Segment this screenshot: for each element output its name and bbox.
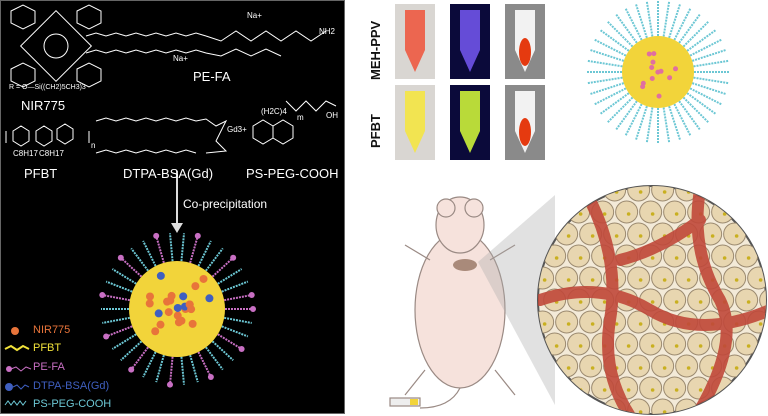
row-label-pfbt: PFBT — [368, 114, 383, 148]
row-label-meh-ppv: MEH-PPV — [368, 21, 383, 80]
left-panel: R = O—Si((CH2)5CH3)3 NIR775 PE-FA PFBT D… — [0, 0, 345, 414]
vial-photos — [395, 4, 545, 160]
nir775-label: NIR775 — [21, 98, 65, 113]
nir775-dot-icon — [11, 327, 19, 335]
amine-group: NH2 — [319, 27, 335, 36]
hydroxyl-group: OH — [326, 111, 338, 120]
legend-ps-peg: PS-PEG-COOH — [33, 398, 111, 410]
gadolinium-ion: Gd3+ — [227, 125, 247, 134]
methylene-group: (H2C)4 — [261, 107, 287, 116]
nanoparticle-3d — [586, 0, 730, 144]
pe-fa-icon — [6, 366, 31, 372]
pfbt-chain-icon — [5, 346, 29, 350]
alkyl-group: C8H17 — [39, 149, 64, 158]
nir775-r-group: R = O—Si((CH2)5CH3)3 — [9, 84, 86, 91]
dtpa-label: DTPA-BSA(Gd) — [123, 166, 213, 181]
legend-dtpa: DTPA-BSA(Gd) — [33, 380, 109, 392]
pe-fa-label: PE-FA — [193, 69, 231, 84]
sodium-ion: Na+ — [247, 11, 262, 20]
repeat-m: m — [297, 113, 304, 122]
tissue-magnified — [532, 179, 768, 416]
mouse-illustration — [390, 195, 555, 408]
repeat-n: n — [91, 141, 95, 150]
legend-nir775: NIR775 — [33, 324, 70, 336]
alkyl-group: C8H17 — [13, 149, 38, 158]
ps-peg-icon — [5, 401, 26, 405]
dtpa-icon — [5, 383, 29, 391]
pfbt-label: PFBT — [24, 166, 57, 181]
sodium-ion: Na+ — [173, 54, 188, 63]
legend-pfbt: PFBT — [33, 342, 61, 354]
ps-peg-cooh-label: PS-PEG-COOH — [246, 166, 338, 181]
nanoparticle-illustration — [99, 233, 256, 388]
legend-pe-fa: PE-FA — [33, 361, 65, 373]
co-precipitation-label: Co-precipitation — [183, 197, 267, 211]
